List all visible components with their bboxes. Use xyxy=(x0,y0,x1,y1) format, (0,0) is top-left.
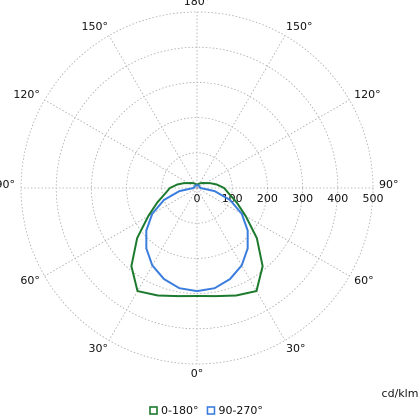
angle-label: 120° xyxy=(13,88,40,101)
angle-label: 30° xyxy=(89,342,109,355)
legend-swatch xyxy=(206,406,216,415)
angle-label: 90° xyxy=(379,178,399,191)
angle-label: 150° xyxy=(82,20,109,33)
r-tick-label: 0 xyxy=(194,192,201,205)
series-line xyxy=(196,184,249,293)
legend-label: 90-270° xyxy=(218,404,262,417)
legend-swatch xyxy=(149,406,158,415)
r-tick-label: 400 xyxy=(327,192,348,205)
angle-label: 90° xyxy=(0,178,15,191)
angle-label: 0° xyxy=(191,367,204,380)
grid-spoke xyxy=(196,35,286,189)
angle-label: 120° xyxy=(354,88,381,101)
unit-label: cd/klm xyxy=(382,387,419,400)
grid-spoke xyxy=(44,187,198,277)
legend-label: 0-180° xyxy=(161,404,198,417)
series-line xyxy=(145,184,198,293)
angle-label: 60° xyxy=(20,274,40,287)
legend-item: 0-180° xyxy=(149,404,198,417)
angle-label: 30° xyxy=(286,342,306,355)
grid-spoke xyxy=(108,187,198,341)
grid-spoke xyxy=(196,99,350,189)
r-tick-label: 200 xyxy=(257,192,278,205)
r-tick-label: 300 xyxy=(292,192,313,205)
grid-spoke xyxy=(196,187,350,277)
legend-item: 90-270° xyxy=(206,404,263,417)
angle-label: 150° xyxy=(286,20,313,33)
series-line xyxy=(196,182,264,298)
angle-label: 180° xyxy=(184,0,211,8)
grid-spoke xyxy=(44,99,198,189)
grid-spoke xyxy=(196,187,286,341)
series-line xyxy=(130,182,198,298)
angle-label: 60° xyxy=(354,274,374,287)
grid-spoke xyxy=(108,35,198,189)
r-tick-label: 500 xyxy=(363,192,384,205)
